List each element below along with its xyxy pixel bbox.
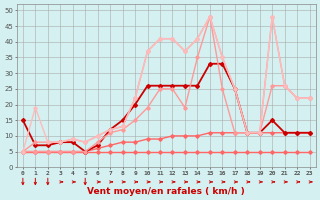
- X-axis label: Vent moyen/en rafales ( km/h ): Vent moyen/en rafales ( km/h ): [87, 187, 245, 196]
